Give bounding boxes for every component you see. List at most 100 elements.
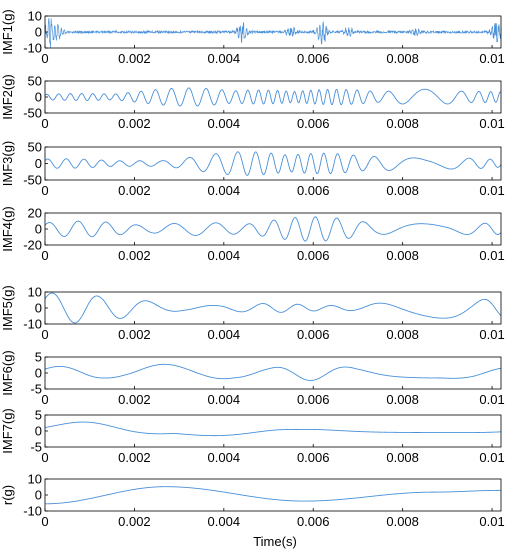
y-tick-label: 0 — [35, 25, 42, 40]
y-axis-label: r(g) — [0, 485, 15, 505]
series-line-1 — [44, 17, 502, 48]
x-tick-label: 0.002 — [118, 327, 151, 342]
x-tick-label: 0.004 — [208, 248, 241, 263]
y-tick-label: -5 — [30, 440, 42, 455]
x-tick-label: 0.01 — [479, 116, 504, 131]
x-tick-label: 0 — [41, 51, 48, 66]
axes-box-8 — [44, 478, 502, 512]
y-tick-label: 5 — [35, 408, 42, 423]
y-tick-label: 50 — [28, 140, 42, 155]
y-tick-label: 10 — [28, 472, 42, 487]
x-tick-label: 0.002 — [118, 183, 151, 198]
x-tick-label: 0.002 — [118, 514, 151, 529]
series-line-7 — [44, 421, 502, 437]
x-tick-label: 0 — [41, 327, 48, 342]
y-tick-label: 0 — [35, 424, 42, 439]
y-axis-label: IMF4(g) — [0, 206, 15, 252]
y-axis-label: IMF7(g) — [0, 408, 15, 454]
y-tick-label: 0 — [35, 301, 42, 316]
x-tick-label: 0.004 — [208, 392, 241, 407]
x-tick-label: 0 — [41, 450, 48, 465]
x-tick-label: 0.008 — [386, 450, 419, 465]
x-tick-label: 0 — [41, 248, 48, 263]
series-line-8 — [45, 486, 501, 505]
y-tick-label: 0 — [35, 488, 42, 503]
x-tick-label: 0.006 — [297, 248, 330, 263]
x-tick-label: 0.004 — [208, 183, 241, 198]
y-tick-label: -10 — [23, 317, 42, 332]
y-tick-label: -50 — [23, 106, 42, 121]
x-tick-label: 0.004 — [208, 450, 241, 465]
x-tick-label: 0.01 — [479, 327, 504, 342]
series-line-2 — [44, 87, 502, 107]
y-axis-label: IMF5(g) — [0, 285, 15, 331]
series-line-3 — [44, 151, 502, 176]
y-tick-label: 10 — [28, 9, 42, 24]
axes-box-6 — [44, 356, 502, 390]
x-tick-label: 0.006 — [297, 183, 330, 198]
axes-box-2 — [44, 80, 502, 114]
y-tick-label: 20 — [28, 206, 42, 221]
x-tick-label: 0.01 — [479, 248, 504, 263]
axes-box-3 — [44, 146, 502, 181]
x-tick-label: 0.006 — [297, 392, 330, 407]
x-tick-label: 0 — [41, 116, 48, 131]
x-tick-label: 0.01 — [479, 51, 504, 66]
y-axis-label: IMF2(g) — [0, 74, 15, 120]
y-tick-label: -10 — [23, 504, 42, 519]
x-tick-label: 0.006 — [297, 116, 330, 131]
x-tick-label: 0.004 — [208, 51, 241, 66]
axes-box-7 — [44, 414, 502, 448]
x-tick-label: 0.008 — [386, 248, 419, 263]
x-tick-label: 0.004 — [208, 116, 241, 131]
series-line-5 — [44, 292, 502, 324]
series-line-6 — [44, 363, 502, 381]
x-tick-label: 0.006 — [297, 51, 330, 66]
y-tick-label: -20 — [23, 238, 42, 253]
y-tick-label: 10 — [28, 285, 42, 300]
x-tick-label: 0.008 — [386, 514, 419, 529]
x-tick-label: 0.002 — [118, 392, 151, 407]
series-line-4 — [44, 216, 502, 242]
y-tick-label: 5 — [35, 350, 42, 365]
x-tick-label: 0 — [41, 183, 48, 198]
x-tick-label: 0 — [41, 392, 48, 407]
x-tick-label: 0.008 — [386, 116, 419, 131]
x-tick-label: 0.002 — [118, 450, 151, 465]
x-tick-label: 0.008 — [386, 392, 419, 407]
x-tick-label: 0.006 — [297, 450, 330, 465]
y-tick-label: 0 — [35, 156, 42, 171]
y-tick-label: 0 — [35, 90, 42, 105]
x-tick-label: 0.01 — [479, 183, 504, 198]
y-tick-label: 50 — [28, 74, 42, 89]
x-tick-label: 0.006 — [297, 327, 330, 342]
y-tick-label: -5 — [30, 382, 42, 397]
x-tick-label: 0.004 — [208, 327, 241, 342]
x-tick-label: 0.01 — [479, 450, 504, 465]
x-tick-label: 0.006 — [297, 514, 330, 529]
y-tick-label: -10 — [23, 41, 42, 56]
x-tick-label: 0.002 — [118, 51, 151, 66]
x-tick-label: 0.002 — [118, 248, 151, 263]
axes-box-5 — [44, 291, 502, 325]
y-tick-label: -50 — [23, 173, 42, 188]
x-tick-label: 0.002 — [118, 116, 151, 131]
x-tick-label: 0.008 — [386, 183, 419, 198]
x-tick-label: 0.01 — [479, 514, 504, 529]
x-tick-label: 0.004 — [208, 514, 241, 529]
x-tick-label: 0.008 — [386, 51, 419, 66]
y-tick-label: 0 — [35, 366, 42, 381]
y-axis-label: IMF3(g) — [0, 141, 15, 187]
x-axis-label: Time(s) — [253, 534, 297, 549]
y-tick-label: 0 — [35, 222, 42, 237]
